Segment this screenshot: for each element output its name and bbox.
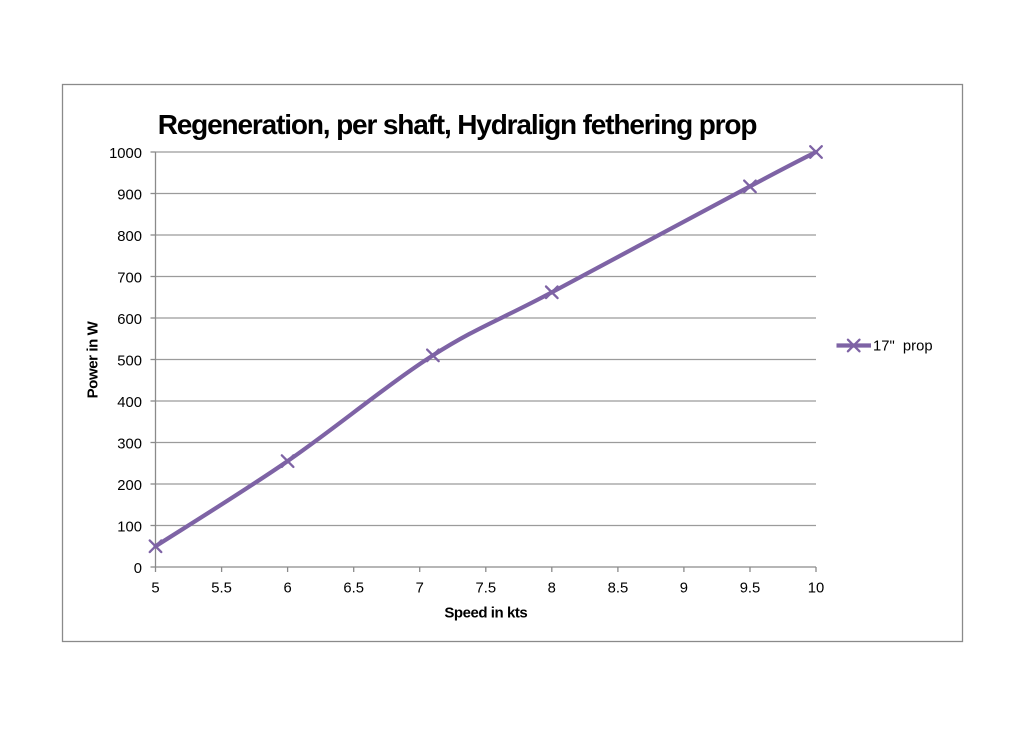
svg-text:5.5: 5.5: [211, 581, 232, 597]
svg-text:0: 0: [134, 561, 142, 577]
svg-text:900: 900: [117, 187, 142, 203]
svg-text:7.5: 7.5: [476, 581, 497, 597]
svg-text:800: 800: [117, 229, 142, 245]
svg-text:100: 100: [117, 519, 142, 535]
svg-text:17" prop: 17" prop: [873, 339, 933, 355]
svg-text:500: 500: [117, 353, 142, 369]
svg-text:10: 10: [808, 581, 824, 597]
svg-text:8: 8: [548, 581, 556, 597]
svg-text:6: 6: [283, 581, 291, 597]
svg-text:200: 200: [117, 478, 142, 494]
svg-text:300: 300: [117, 436, 142, 452]
svg-text:700: 700: [117, 270, 142, 286]
svg-text:5: 5: [151, 581, 159, 597]
svg-text:Power in W: Power in W: [85, 320, 102, 398]
svg-text:400: 400: [117, 395, 142, 411]
svg-text:9.5: 9.5: [740, 581, 761, 597]
svg-text:1000: 1000: [109, 146, 142, 162]
svg-text:6.5: 6.5: [343, 581, 364, 597]
svg-text:9: 9: [680, 581, 688, 597]
svg-text:8.5: 8.5: [608, 581, 629, 597]
svg-text:Regeneration, per shaft, Hydra: Regeneration, per shaft, Hydralign fethe…: [158, 109, 757, 140]
svg-text:Speed in kts: Speed in kts: [444, 605, 527, 622]
svg-text:7: 7: [416, 581, 424, 597]
svg-text:600: 600: [117, 312, 142, 328]
